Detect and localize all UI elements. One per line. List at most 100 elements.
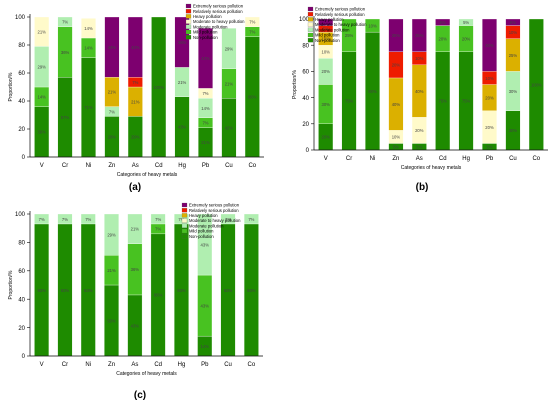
data-label: 43% xyxy=(131,323,140,328)
data-label: 7% xyxy=(202,91,208,96)
x-tick-label: V xyxy=(40,163,44,169)
data-label: 14% xyxy=(201,106,210,111)
data-label: 20% xyxy=(439,36,448,41)
data-label: 7% xyxy=(155,227,161,232)
data-label: 21% xyxy=(131,100,140,105)
legend-swatch xyxy=(185,19,192,24)
data-label: 43% xyxy=(131,45,140,50)
y-tick-label: 60 xyxy=(18,269,25,275)
data-label: 29% xyxy=(131,135,140,140)
x-tick-label: Cu xyxy=(224,362,232,368)
x-tick-label: Cu xyxy=(509,156,517,162)
data-label: 30% xyxy=(509,128,518,133)
panel-label: (a) xyxy=(129,182,141,193)
x-tick-label: Hg xyxy=(178,163,186,169)
legend-swatch xyxy=(307,32,314,38)
data-label: 7% xyxy=(249,30,255,35)
data-label: 7% xyxy=(225,217,231,222)
x-tick-label: Co xyxy=(248,362,256,368)
chart-panel-1: 0 20 40 60 80 100 Proportion/% 20% 30% 20% 10% 10% 5… xyxy=(292,7,548,193)
panel-label: (c) xyxy=(134,390,146,401)
data-label: 93% xyxy=(61,288,70,293)
legend-label: Moderate to heavy pollution xyxy=(189,218,241,223)
data-label: 10% xyxy=(415,56,424,61)
legend-swatch xyxy=(185,29,192,35)
data-label: 20% xyxy=(322,69,331,74)
legend-label: Mild pollution xyxy=(193,30,218,35)
legend-label: Extremely serious pollution xyxy=(193,4,244,9)
legend-label: Non-pollution xyxy=(315,38,340,43)
data-label: 93% xyxy=(84,288,93,293)
legend-swatch xyxy=(185,9,192,14)
data-label: 93% xyxy=(37,288,46,293)
legend-swatch xyxy=(181,228,188,234)
data-label: 75% xyxy=(439,99,448,104)
x-tick-label: Cr xyxy=(346,156,352,162)
legend-label: Moderate pollution xyxy=(189,223,224,228)
data-label: 36% xyxy=(38,130,47,135)
data-label: 100% xyxy=(531,82,542,87)
y-tick-label: 40 xyxy=(18,99,25,105)
data-label: 25% xyxy=(392,33,401,38)
x-tick-label: Co xyxy=(532,156,540,162)
x-tick-label: V xyxy=(324,156,328,162)
bar-segment xyxy=(197,213,213,276)
data-label: 10% xyxy=(485,76,494,81)
legend-label: Non-pollution xyxy=(189,234,214,239)
bar-segment xyxy=(34,16,50,47)
y-tick-label: 20 xyxy=(18,326,25,332)
data-label: 21% xyxy=(108,90,117,95)
legend-swatch xyxy=(307,22,314,27)
x-tick-label: Cu xyxy=(225,163,233,169)
bar-segment xyxy=(150,213,166,225)
data-label: 43% xyxy=(201,56,210,61)
bar-segment xyxy=(243,213,259,225)
y-axis-label: Proportion/% xyxy=(8,72,14,101)
data-label: 21% xyxy=(178,80,187,85)
x-tick-label: Cd xyxy=(439,156,447,162)
data-label: 7% xyxy=(39,217,45,222)
data-label: 43% xyxy=(108,45,117,50)
bar-segment xyxy=(388,18,404,52)
bar-segment xyxy=(34,213,50,225)
x-tick-label: Pb xyxy=(486,156,494,162)
legend-label: Relatively serious pollution xyxy=(189,208,239,213)
data-label: 86% xyxy=(248,95,257,100)
bar-segment xyxy=(435,18,451,26)
legend-swatch xyxy=(307,17,314,22)
legend-label: Moderate to heavy pollution xyxy=(315,22,367,27)
bar-segment xyxy=(244,16,260,27)
data-label: 36% xyxy=(178,40,187,45)
y-tick-label: 0 xyxy=(22,354,26,360)
data-label: 20% xyxy=(462,36,471,41)
x-axis-label: Categories of heavy metals xyxy=(116,371,177,377)
data-label: 21% xyxy=(38,30,47,35)
legend-swatch xyxy=(181,213,188,218)
data-label: 36% xyxy=(61,50,70,55)
data-label: 43% xyxy=(201,303,210,308)
legend-label: Moderate to heavy pollution xyxy=(193,19,245,24)
legend-swatch xyxy=(307,12,314,17)
data-label: 14% xyxy=(38,95,47,100)
bar-segment xyxy=(365,18,380,33)
data-label: 14% xyxy=(201,344,210,349)
legend-label: Non-pollution xyxy=(193,35,218,40)
x-tick-label: As xyxy=(132,163,139,169)
bar-segment xyxy=(127,213,143,244)
bar-segment xyxy=(57,213,73,225)
data-label: 21% xyxy=(131,227,140,232)
bar-segment xyxy=(341,18,357,52)
x-tick-label: Cd xyxy=(154,362,162,368)
data-label: 42% xyxy=(225,125,234,130)
data-label: 86% xyxy=(154,293,163,298)
x-tick-label: Pb xyxy=(201,362,209,368)
data-label: 40% xyxy=(485,43,494,48)
bar-segment xyxy=(318,18,334,26)
bar-segment xyxy=(221,28,237,69)
legend-swatch xyxy=(185,14,192,19)
legend-swatch xyxy=(307,6,314,12)
